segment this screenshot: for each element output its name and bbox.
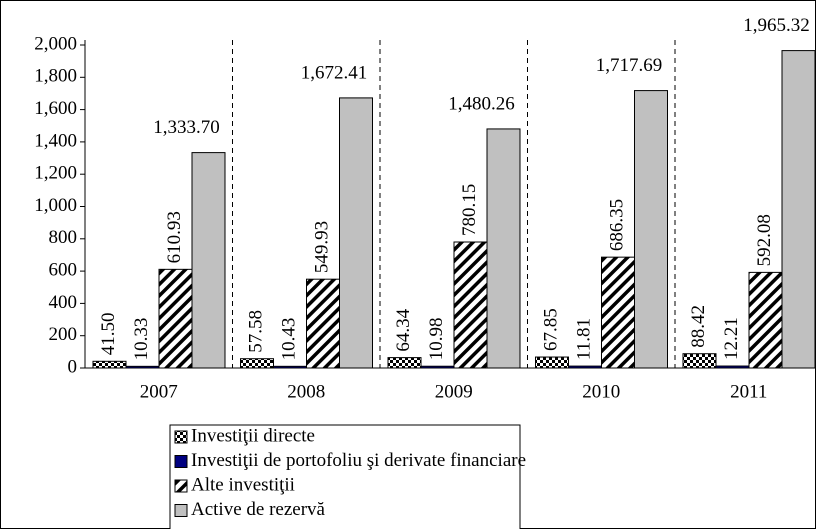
bar (125, 365, 160, 369)
x-tick-label: 2009 (435, 381, 473, 402)
value-label: 10.33 (131, 318, 152, 361)
bar (568, 365, 602, 369)
legend-label: Investiţii de portofoliu şi derivate fin… (191, 450, 526, 471)
value-label: 549.93 (311, 221, 332, 273)
value-label: 57.58 (245, 310, 266, 353)
value-label: 64.34 (393, 308, 414, 351)
bar (781, 50, 816, 369)
value-label: 41.50 (98, 313, 119, 356)
value-label: 1,480.26 (448, 93, 515, 114)
bar (601, 256, 635, 369)
value-label: 10.43 (278, 318, 299, 361)
value-label: 780.15 (459, 184, 480, 236)
legend-label: Active de rezervă (191, 499, 326, 520)
legend-label: Alte investiţii (191, 474, 295, 495)
y-tick-label: 2,000 (34, 33, 77, 54)
y-tick-label: 1,800 (34, 66, 77, 87)
bar (453, 241, 488, 369)
bar (715, 365, 750, 369)
bar (634, 90, 668, 369)
bar (339, 97, 373, 369)
y-tick-label: 1,000 (34, 195, 77, 216)
bar (158, 268, 193, 369)
legend-swatch (174, 504, 188, 517)
value-label: 12.21 (721, 317, 742, 360)
legend-swatch (174, 455, 188, 468)
x-tick-label: 2007 (140, 381, 178, 402)
bar (387, 357, 422, 369)
bar (240, 358, 274, 369)
value-label: 88.42 (688, 305, 709, 348)
legend-label: Investiţii directe (191, 425, 315, 446)
value-label: 610.93 (164, 211, 185, 263)
y-tick-label: 1,200 (34, 163, 77, 184)
value-label: 67.85 (540, 308, 561, 351)
y-tick-label: 1,400 (34, 130, 77, 151)
value-label: 1,965.32 (743, 15, 810, 36)
value-label: 592.08 (754, 214, 775, 266)
value-label: 1,672.41 (301, 62, 368, 83)
y-tick-label: 400 (49, 292, 78, 313)
legend (169, 424, 521, 529)
bar (191, 152, 226, 369)
bar (535, 356, 569, 369)
legend-swatch (174, 479, 188, 493)
legend-swatch (174, 430, 188, 444)
bar (486, 128, 521, 369)
x-tick-label: 2008 (287, 381, 325, 402)
value-label: 1,333.70 (153, 117, 220, 138)
bar (306, 278, 340, 369)
y-tick-label: 200 (49, 324, 78, 345)
bar (748, 271, 783, 369)
value-label: 1,717.69 (596, 55, 663, 76)
value-label: 11.81 (573, 318, 594, 360)
y-tick-label: 1,600 (34, 98, 77, 119)
x-tick-label: 2010 (582, 381, 620, 402)
bar (92, 360, 127, 369)
bar (420, 365, 455, 369)
y-tick-label: 0 (68, 356, 78, 377)
bar (682, 353, 717, 369)
value-label: 10.98 (426, 317, 447, 360)
value-label: 686.35 (606, 199, 627, 251)
x-tick-label: 2011 (730, 381, 767, 402)
y-tick-label: 800 (49, 227, 78, 248)
bar (273, 365, 307, 369)
y-tick-label: 600 (49, 259, 78, 280)
